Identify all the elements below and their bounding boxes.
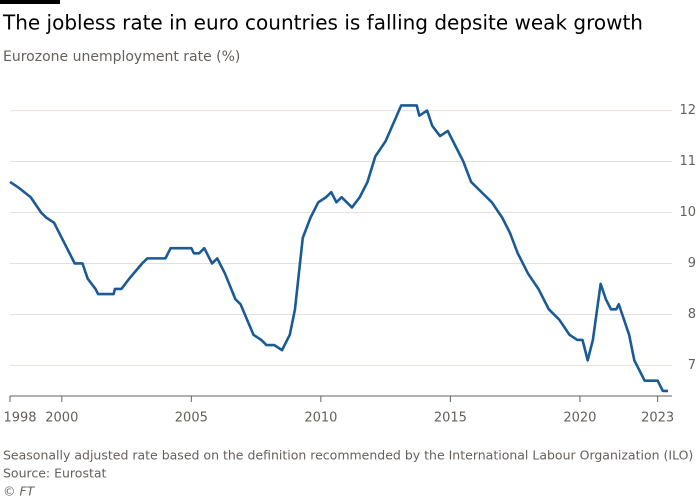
x-tick-label: 2000 bbox=[45, 411, 78, 426]
x-tick-label: 2005 bbox=[175, 411, 208, 426]
y-tick-label: 12 bbox=[679, 103, 696, 118]
chart-title: The jobless rate in euro countries is fa… bbox=[2, 11, 643, 35]
y-tick-label: 10 bbox=[679, 205, 696, 220]
x-tick-label: 2023 bbox=[641, 411, 674, 426]
x-tick-label: 2010 bbox=[304, 411, 337, 426]
chart-subtitle: Eurozone unemployment rate (%) bbox=[3, 49, 240, 65]
credit: © FT bbox=[3, 484, 36, 499]
x-tick-label: 2015 bbox=[434, 411, 467, 426]
y-tick-label: 7 bbox=[688, 358, 696, 373]
y-tick-label: 8 bbox=[688, 307, 696, 322]
source: Source: Eurostat bbox=[3, 466, 107, 481]
footnote: Seasonally adjusted rate based on the de… bbox=[3, 448, 693, 463]
y-tick-label: 11 bbox=[679, 154, 696, 169]
y-tick-label: 9 bbox=[688, 256, 696, 271]
brand-bar bbox=[0, 0, 60, 4]
x-tick-label: 1998 bbox=[3, 411, 36, 426]
line bbox=[9, 104, 668, 393]
x-tick-label: 2020 bbox=[563, 411, 596, 426]
